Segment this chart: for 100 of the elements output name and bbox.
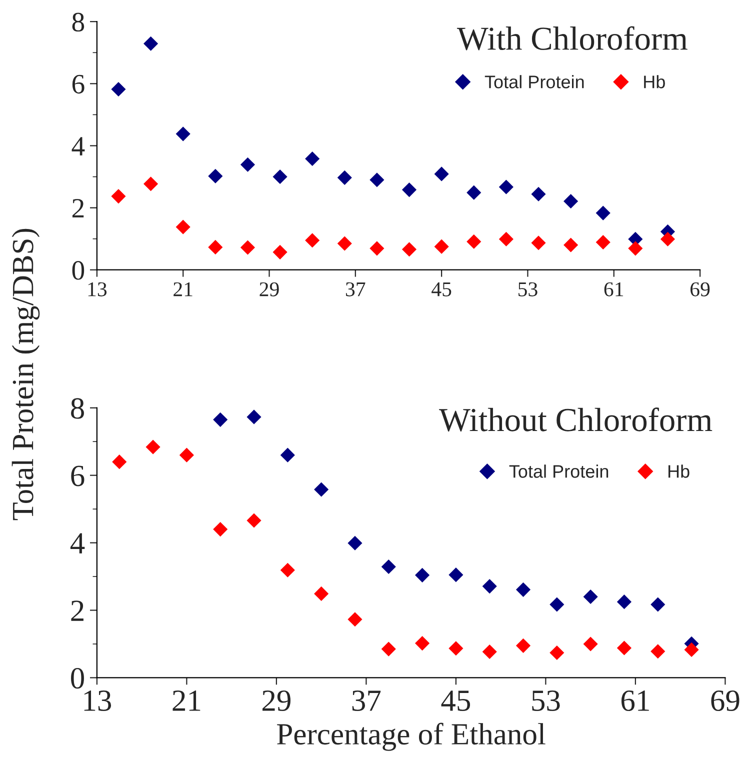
point: [650, 644, 666, 659]
x-tick-label: 21: [172, 690, 200, 711]
x-tick-label: 13: [88, 282, 107, 296]
point: [179, 448, 194, 462]
point: [381, 559, 396, 574]
point: [564, 194, 578, 209]
point: [531, 236, 546, 250]
x-tick-label: 29: [262, 690, 290, 712]
point: [348, 536, 362, 550]
chart-title: With Chloroform: [456, 26, 688, 50]
y-tick-label: 6: [72, 74, 84, 94]
point: [176, 126, 190, 142]
y-tick-label: 8: [71, 398, 84, 419]
y-tick-label: 4: [70, 533, 85, 554]
legend-label: Total Protein: [509, 464, 608, 478]
legend-label: Hb: [668, 464, 690, 478]
point: [434, 239, 449, 254]
point: [628, 241, 643, 256]
point: [684, 642, 699, 657]
point: [337, 236, 352, 251]
point: [272, 244, 288, 260]
x-tick-label: 21: [174, 282, 192, 296]
point: [208, 168, 223, 184]
legend-label: Hb: [644, 75, 665, 88]
point: [213, 522, 228, 537]
point: [466, 234, 482, 249]
point: [246, 410, 262, 424]
point: [112, 454, 127, 470]
x-tick-label: 61: [604, 282, 624, 296]
point: [337, 170, 352, 185]
x-tick-label: 69: [711, 690, 740, 712]
y-axis-title: Total Protein (mg/DBS): [12, 228, 40, 520]
point: [111, 82, 126, 97]
point: [448, 641, 464, 656]
point: [240, 157, 255, 172]
point: [144, 36, 158, 51]
point: [564, 238, 578, 252]
point: [348, 612, 362, 627]
point: [616, 594, 632, 610]
x-tick-label: 61: [621, 690, 649, 712]
point: [466, 185, 482, 200]
x-axis-title: Percentage of Ethanol: [277, 722, 546, 751]
point: [650, 597, 666, 612]
point: [415, 636, 430, 651]
point: [246, 513, 262, 528]
x-tick-label: 45: [432, 282, 452, 296]
y-tick-label: 2: [71, 600, 84, 621]
y-tick-label: 8: [72, 12, 84, 32]
y-tick-label: 4: [72, 137, 85, 156]
x-tick-label: 53: [532, 690, 560, 712]
point: [370, 172, 384, 188]
point: [176, 220, 190, 234]
point: [498, 180, 514, 194]
point: [482, 579, 497, 594]
point: [402, 182, 417, 198]
point: [370, 241, 384, 256]
point: [583, 589, 598, 604]
point: [146, 440, 160, 454]
y-tick-label: 2: [72, 199, 84, 218]
x-tick-label: 29: [260, 282, 279, 296]
point: [498, 232, 514, 246]
x-tick-label: 13: [84, 690, 112, 712]
point: [550, 645, 564, 660]
point: [516, 638, 531, 653]
y-tick-label: 6: [71, 466, 84, 486]
x-tick-label: 37: [346, 282, 366, 296]
point: [213, 412, 228, 427]
x-tick-label: 53: [518, 282, 538, 296]
point: [516, 582, 531, 597]
point: [272, 169, 288, 184]
point: [305, 151, 320, 166]
x-tick-label: 69: [690, 282, 710, 296]
y-tick-label: 0: [72, 261, 84, 280]
point: [208, 240, 223, 254]
point: [240, 240, 255, 255]
point: [280, 562, 295, 578]
point: [660, 232, 676, 246]
point: [305, 233, 320, 248]
point: [314, 482, 329, 497]
point: [314, 586, 329, 601]
point: [402, 242, 417, 257]
point: [596, 234, 610, 250]
point: [111, 189, 126, 204]
point: [144, 176, 158, 192]
y-tick-label: 0: [71, 668, 84, 689]
point: [381, 642, 396, 656]
legend-label: Total Protein: [484, 75, 584, 88]
point: [596, 206, 610, 220]
chart-title: Without Chloroform: [439, 408, 712, 432]
point: [434, 166, 449, 182]
point: [280, 448, 295, 462]
point: [550, 597, 564, 612]
point: [616, 640, 632, 656]
point: [448, 568, 464, 582]
point: [482, 644, 497, 660]
x-tick-label: 37: [352, 690, 381, 712]
point: [583, 636, 598, 652]
point: [531, 186, 546, 202]
point: [415, 568, 430, 582]
x-tick-label: 45: [441, 690, 470, 712]
